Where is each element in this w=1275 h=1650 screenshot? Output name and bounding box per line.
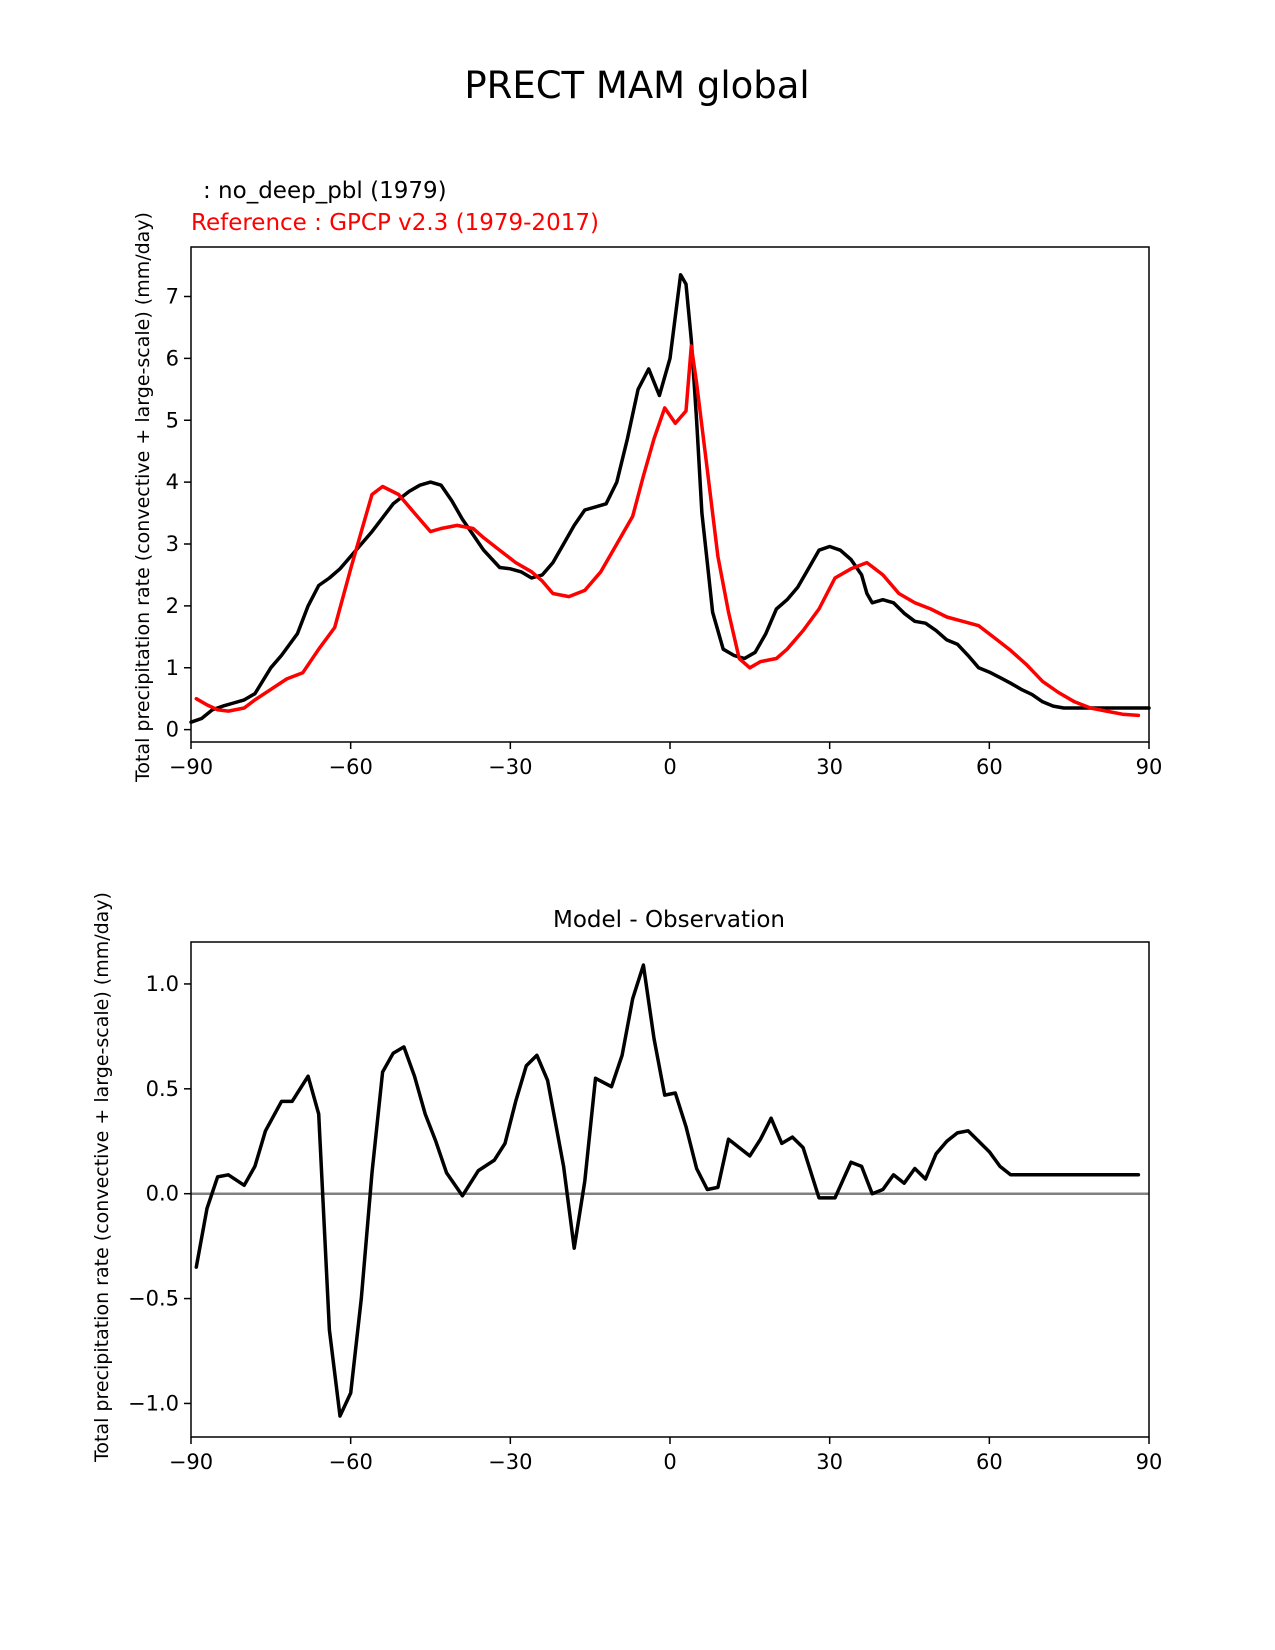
top-axes-ticks: −90 −60 −30 0 30 60 90 0 1 2 3 4 5 6 7: [166, 285, 1163, 780]
bottom-y-axis-label: Total precipitation rate (convective + l…: [91, 892, 113, 1463]
top-y-tick-label: 6: [166, 346, 179, 370]
bottom-plot-frame: [190, 941, 1150, 1438]
test-case-label: : no_deep_pbl (1979): [203, 178, 447, 204]
top-x-tick-label: 60: [976, 755, 1003, 779]
figure-title: PRECT MAM global: [464, 64, 809, 107]
top-x-tick-label: 90: [1136, 755, 1163, 779]
bottom-x-tick-label: 0: [663, 1450, 676, 1474]
top-x-tick-label: −30: [488, 755, 532, 779]
bottom-panel: Model - Observation Total precipitation …: [91, 892, 1162, 1474]
top-panel: : no_deep_pbl (1979) Reference : GPCP v2…: [132, 178, 1162, 783]
top-y-axis-label: Total precipitation rate (convective + l…: [132, 212, 154, 783]
bottom-y-tick-label: 1.0: [146, 972, 179, 996]
top-y-tick-label: 1: [166, 656, 179, 680]
bottom-x-tick-label: −60: [329, 1450, 373, 1474]
top-y-tick-label: 4: [166, 470, 179, 494]
top-x-tick-label: −60: [329, 755, 373, 779]
bottom-y-tick-label: −0.5: [128, 1287, 179, 1311]
bottom-y-tick-label: 0.0: [146, 1182, 179, 1206]
bottom-x-tick-label: 90: [1136, 1450, 1163, 1474]
top-series-line-1: [194, 344, 1141, 718]
top-y-tick-label: 7: [166, 285, 179, 309]
bottom-y-tick-label: 0.5: [146, 1077, 179, 1101]
bottom-y-tick-label: −1.0: [128, 1391, 179, 1415]
top-x-tick-label: 0: [663, 755, 676, 779]
bottom-axes-ticks: −90 −60 −30 0 30 60 90 −1.0 −0.5 0.0 0.5 1.0: [128, 972, 1162, 1474]
top-series-group: [189, 273, 1151, 724]
reference-label: Reference : GPCP v2.3 (1979-2017): [191, 210, 599, 236]
bottom-series-line-0: [194, 963, 1141, 1418]
bottom-x-tick-label: −30: [488, 1450, 532, 1474]
bottom-x-tick-label: −90: [169, 1450, 213, 1474]
top-x-tick-label: 30: [816, 755, 843, 779]
top-plot-frame: [190, 246, 1150, 743]
bottom-series-group: [191, 963, 1149, 1418]
top-y-tick-label: 3: [166, 532, 179, 556]
top-y-tick-label: 0: [166, 718, 179, 742]
bottom-x-tick-label: 60: [976, 1450, 1003, 1474]
top-x-tick-label: −90: [169, 755, 213, 779]
top-y-tick-label: 5: [166, 408, 179, 432]
top-y-tick-label: 2: [166, 594, 179, 618]
bottom-x-tick-label: 30: [816, 1450, 843, 1474]
top-series-line-0: [189, 273, 1151, 724]
bottom-plot-title: Model - Observation: [553, 907, 785, 933]
